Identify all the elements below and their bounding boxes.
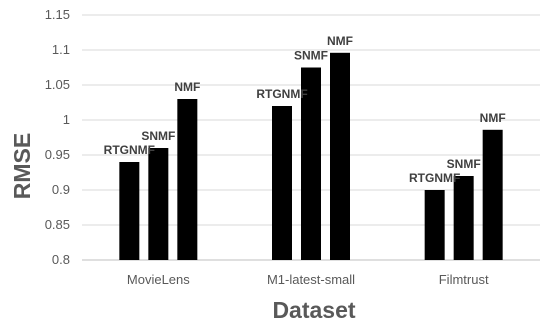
y-axis-ticks: 0.8 0.85 0.9 0.95 1 1.05 1.1 1.15 — [45, 7, 70, 267]
y-tick-label: 0.85 — [45, 217, 70, 232]
bar-rtgnmf — [424, 190, 445, 260]
y-axis-title: RMSE — [9, 133, 35, 199]
x-category-label: M1-latest-small — [267, 272, 355, 287]
data-label: NMF — [327, 34, 353, 48]
bars — [119, 52, 503, 260]
x-category-label: MovieLens — [127, 272, 190, 287]
data-label: NMF — [174, 80, 200, 94]
data-label: RTGNMF — [256, 87, 307, 101]
bar-snmf — [301, 67, 321, 260]
data-label: SNMF — [447, 157, 481, 171]
bar-nmf — [177, 99, 198, 260]
x-category-label: Filmtrust — [439, 272, 489, 287]
x-axis-title: Dataset — [272, 297, 355, 323]
y-tick-label: 1.1 — [52, 42, 70, 57]
data-label: SNMF — [141, 129, 175, 143]
bar-nmf — [330, 52, 350, 260]
bar-snmf — [453, 176, 474, 260]
y-tick-label: 1.05 — [45, 77, 70, 92]
y-tick-label: 0.8 — [52, 252, 70, 267]
data-label: NMF — [480, 111, 506, 125]
data-label: RTGNMF — [104, 143, 155, 157]
bar-nmf — [482, 129, 503, 260]
y-tick-label: 1.15 — [45, 7, 70, 22]
bar-rtgnmf — [119, 162, 140, 260]
data-label: SNMF — [294, 49, 328, 63]
y-tick-label: 0.9 — [52, 182, 70, 197]
data-label: RTGNMF — [409, 171, 460, 185]
y-tick-label: 1 — [63, 112, 70, 127]
bar-rtgnmf — [272, 106, 292, 260]
bar-snmf — [148, 148, 169, 260]
y-tick-label: 0.95 — [45, 147, 70, 162]
x-axis-categories: MovieLens M1-latest-small Filmtrust — [127, 272, 489, 287]
